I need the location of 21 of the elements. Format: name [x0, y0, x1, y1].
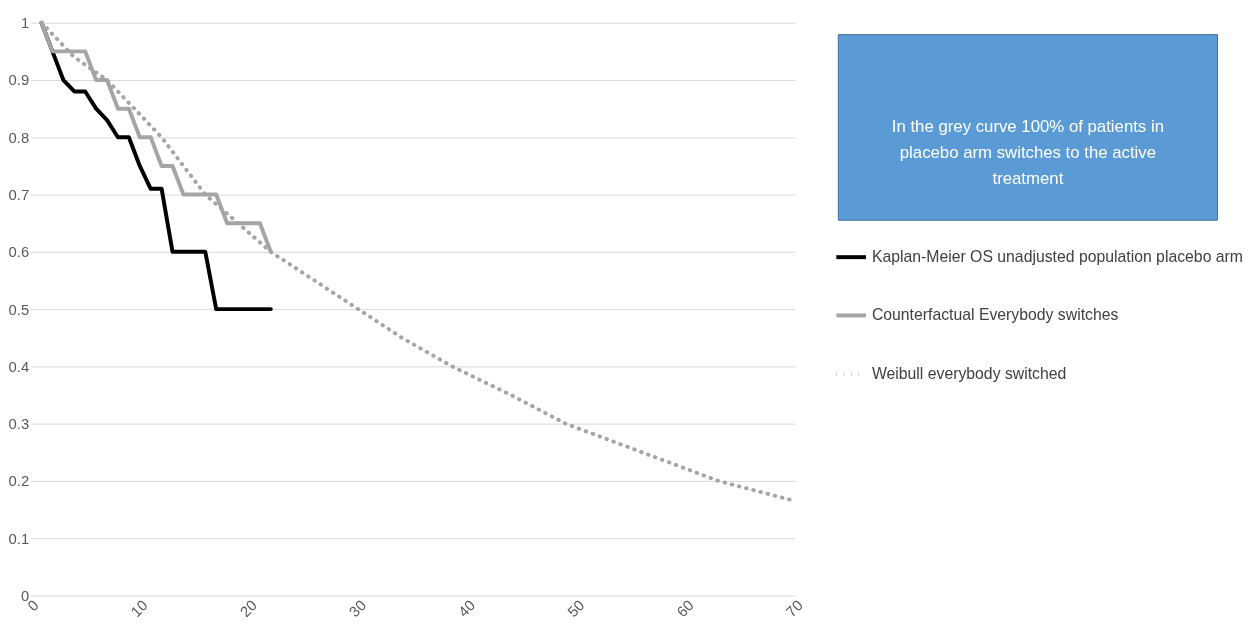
y-tick-label: 0.9	[8, 72, 30, 89]
y-tick-label: 0.4	[8, 358, 30, 375]
x-tick-label: 50	[564, 597, 588, 621]
y-tick-label: 0.6	[8, 244, 30, 261]
x-tick-label: 60	[673, 597, 697, 621]
legend-label: Weibull everybody switched	[871, 364, 1067, 382]
x-tick-label: 20	[237, 597, 260, 621]
y-tick-label: 0.5	[8, 301, 30, 318]
y-tick-label: 0.7	[8, 186, 30, 203]
y-tick-label: 0.3	[8, 416, 30, 433]
x-tick-label: 70	[782, 597, 806, 621]
x-tick-label: 10	[127, 597, 151, 621]
legend-label: Kaplan-Meier OS unadjusted population placebo arm	[871, 248, 1243, 266]
text: In the grey curve 100% of patients in placebo arm switches to the active treatment	[891, 117, 1164, 188]
y-tick-label: 0.8	[8, 129, 30, 146]
y-tick-label: 0.2	[8, 473, 30, 490]
y-tick-label: 1	[20, 15, 30, 32]
x-tick-label: 30	[346, 597, 370, 621]
y-tick-label: 0.1	[8, 530, 30, 547]
legend-label: Counterfactual Everybody switches	[871, 306, 1119, 324]
x-tick-label: 40	[455, 597, 479, 621]
